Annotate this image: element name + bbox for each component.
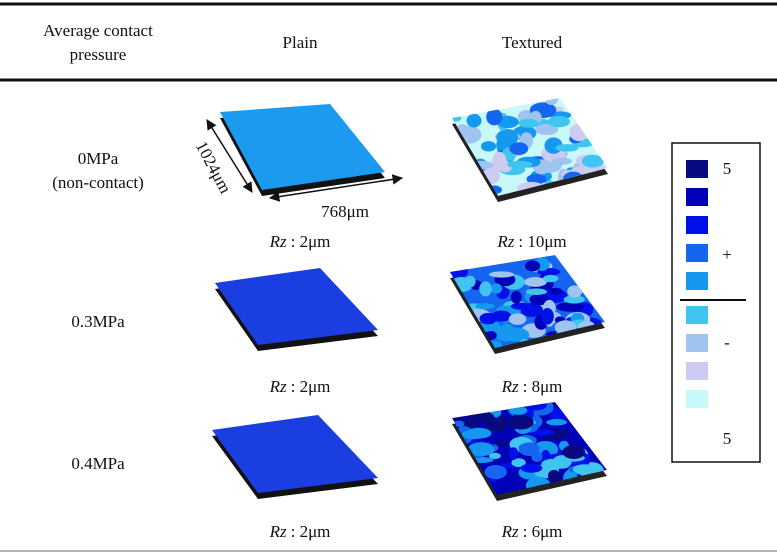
legend-swatch [686,306,708,324]
texture-blob [507,161,533,168]
texture-blob [485,465,507,479]
legend-swatch [686,334,708,352]
rz-value: : 10μm [518,232,566,251]
texture-blob [541,308,554,325]
texture-blob [492,152,506,169]
texture-blob [551,158,572,165]
texture-blob [573,464,596,474]
legend-swatch [686,272,708,290]
texture-blob [567,285,582,297]
texture-blob [465,276,476,288]
texture-blob [555,144,579,152]
texture-blob [524,400,547,411]
rz-symbol: Rz [269,522,287,541]
rz-label: Rz: 2μm [269,377,331,396]
depth-label: 1024μm [192,138,235,197]
legend-label: - [724,333,730,352]
texture-blob [562,445,585,459]
legend-label: 5 [723,159,732,178]
texture-blob [521,464,543,473]
texture-blob [508,447,518,460]
texture-blob [489,271,514,277]
width-label: 768μm [321,202,369,221]
legend-swatch [686,216,708,234]
pressure-label: 0MPa [78,149,119,168]
rz-value: : 2μm [291,232,331,251]
header-pressure: Average contact [43,21,153,40]
texture-blob [469,411,494,422]
texture-blob [479,281,492,296]
rz-label: Rz: 2μm [269,232,331,251]
texture-blob [549,288,563,295]
texture-blob [582,155,604,168]
legend-label: 5 [723,429,732,448]
legend-swatch [686,160,708,178]
legend-swatch [686,362,708,380]
texture-blob [481,141,496,151]
texture-blob [508,415,534,430]
legend: 5 + - 5 [672,143,760,462]
figure: Average contact pressure Plain Textured … [0,0,777,555]
texture-blob [526,288,547,295]
texture-blob [556,302,584,312]
textured-surface [444,94,608,196]
texture-blob [486,109,502,126]
header-pressure: pressure [70,45,127,64]
texture-blob [466,428,491,439]
texture-blob [491,311,511,322]
texture-blob [519,442,540,456]
rz-label: Rz: 10μm [496,232,566,251]
rz-value: : 8μm [523,377,563,396]
rz-symbol: Rz [501,377,519,396]
rz-label: Rz: 2μm [269,522,331,541]
rz-symbol: Rz [501,522,519,541]
texture-blob [475,303,494,309]
rz-value: : 6μm [523,522,563,541]
texture-blob [546,419,567,425]
pressure-label: 0.4MPa [71,454,125,473]
rz-symbol: Rz [269,232,287,251]
texture-blob [548,116,570,127]
legend-swatch [686,244,708,262]
texture-blob [545,94,557,105]
texture-blob [443,263,468,279]
texture-blob [509,142,528,155]
texture-blob [495,440,509,446]
texture-blob [548,470,560,481]
rz-label: Rz: 8μm [501,377,563,396]
rz-value: : 2μm [291,377,331,396]
rz-value: : 2μm [291,522,331,541]
rz-symbol: Rz [496,232,514,251]
texture-blob [491,283,502,293]
texture-blob [467,114,482,128]
texture-blob [444,115,461,122]
legend-box [672,143,760,462]
rz-symbol: Rz [269,377,287,396]
legend-swatch [686,188,708,206]
texture-blob [510,406,528,415]
header-plain: Plain [283,33,318,52]
texture-blob [509,313,527,325]
legend-swatch [686,390,708,408]
texture-blob [543,275,558,282]
texture-blob [518,119,538,128]
pressure-label: 0.3MPa [71,312,125,331]
texture-blob [569,124,588,141]
texture-blob [511,291,522,304]
texture-blob [525,261,540,272]
header-textured: Textured [502,33,563,52]
texture-blob [499,324,515,342]
pressure-label: (non-contact) [52,173,144,192]
rz-label: Rz: 6μm [501,522,563,541]
texture-blob [511,303,533,310]
legend-label: + [722,245,732,264]
